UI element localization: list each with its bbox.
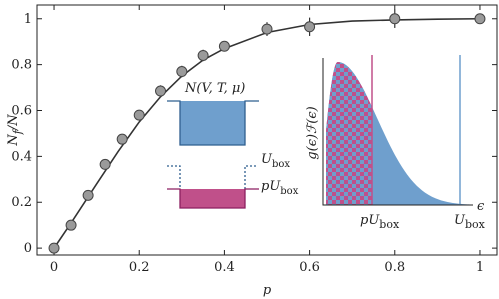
inset-tick-pu: pUbox xyxy=(360,213,400,231)
y-tick-label: 0.6 xyxy=(11,104,32,119)
x-tick-label: 0 xyxy=(50,260,58,275)
data-point xyxy=(197,49,209,61)
data-point xyxy=(116,133,128,145)
y-tick-label: 0 xyxy=(24,241,32,256)
x-tick-label: 0.6 xyxy=(299,260,320,275)
data-point xyxy=(48,242,60,254)
reservoir-label: N(V, T, μ) xyxy=(184,81,245,96)
data-point xyxy=(474,13,486,25)
pu-box-label: pUbox xyxy=(261,179,299,197)
inset-y-label: g(ϵ)ℱ(ϵ) xyxy=(305,106,320,159)
y-tick-label: 0.4 xyxy=(11,149,32,164)
inset-x-label: ϵ xyxy=(477,199,485,214)
u-box-label: Ubox xyxy=(261,152,290,170)
marks: 0 0.2 0.4 0.6 0.8 1 0 0.2 0.4 0.6 0.8 1 xyxy=(11,5,497,275)
plot-frame xyxy=(36,4,498,256)
data-point xyxy=(218,40,230,52)
x-tick-label: 0.2 xyxy=(129,260,150,275)
fit-line xyxy=(53,17,480,249)
inset-tick-u: Ubox xyxy=(454,213,486,231)
data-point xyxy=(99,158,111,170)
data-point xyxy=(389,13,401,25)
distribution-inset xyxy=(322,55,473,206)
data-point xyxy=(261,23,273,35)
x-tick-label: 1 xyxy=(476,260,484,275)
y-tick-label: 0.2 xyxy=(11,195,32,210)
y-axis-label: Nf/N xyxy=(6,114,24,147)
data-point xyxy=(155,85,167,97)
y-tick-label: 1 xyxy=(24,12,32,27)
data-point xyxy=(65,219,77,231)
data-point xyxy=(82,189,94,201)
x-axis-label: p xyxy=(263,283,272,298)
data-point xyxy=(304,21,316,33)
x-tick-label: 0.8 xyxy=(384,260,405,275)
data-point xyxy=(133,109,145,121)
data-point xyxy=(176,66,188,78)
well-diagram xyxy=(167,100,259,209)
x-tick-label: 0.4 xyxy=(214,260,235,275)
y-tick-label: 0.8 xyxy=(11,58,32,73)
